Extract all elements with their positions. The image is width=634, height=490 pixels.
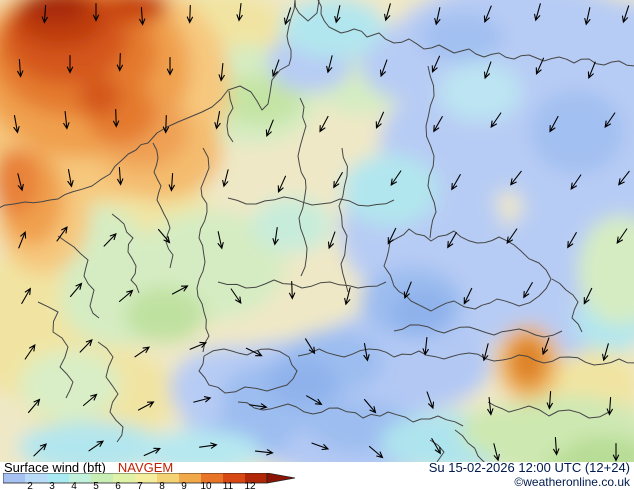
colorbar-tick-label: 6 [115, 481, 121, 490]
colorbar-tick-label: 9 [181, 481, 187, 490]
valid-datetime: Su 15-02-2026 12:00 UTC (12+24) [428, 460, 630, 475]
colorbar-tick-label: 11 [223, 481, 234, 490]
colorbar-tick-label: 12 [244, 481, 256, 490]
product-label: Surface wind (bft) [4, 460, 106, 475]
colorbar-tick-label: 4 [71, 481, 77, 490]
copyright: ©weatheronline.co.uk [514, 475, 630, 489]
wind-field-layer [0, 0, 634, 462]
country-borders-layer [0, 0, 634, 462]
wind-map [0, 0, 634, 462]
colorbar-tick-label: 10 [200, 481, 212, 490]
product-line: Surface wind (bft) NAVGEM [4, 460, 173, 475]
beaufort-colorbar: 2 3 4 5 6 7 8 9 10 11 12 [2, 472, 303, 490]
footer: Surface wind (bft) NAVGEM Su 15-02-2026 1… [0, 460, 634, 490]
colorbar-tick-label: 7 [137, 481, 143, 490]
colorbar-svg: 2 3 4 5 6 7 8 9 10 11 12 [2, 472, 296, 490]
colorbar-tick-label: 2 [27, 481, 33, 490]
colorbar-tick-label: 8 [159, 481, 165, 490]
colorbar-tick-label: 5 [93, 481, 99, 490]
model-label: NAVGEM [117, 460, 174, 475]
wind-arrows-layer [13, 2, 630, 462]
colorbar-tick-label: 3 [49, 481, 55, 490]
